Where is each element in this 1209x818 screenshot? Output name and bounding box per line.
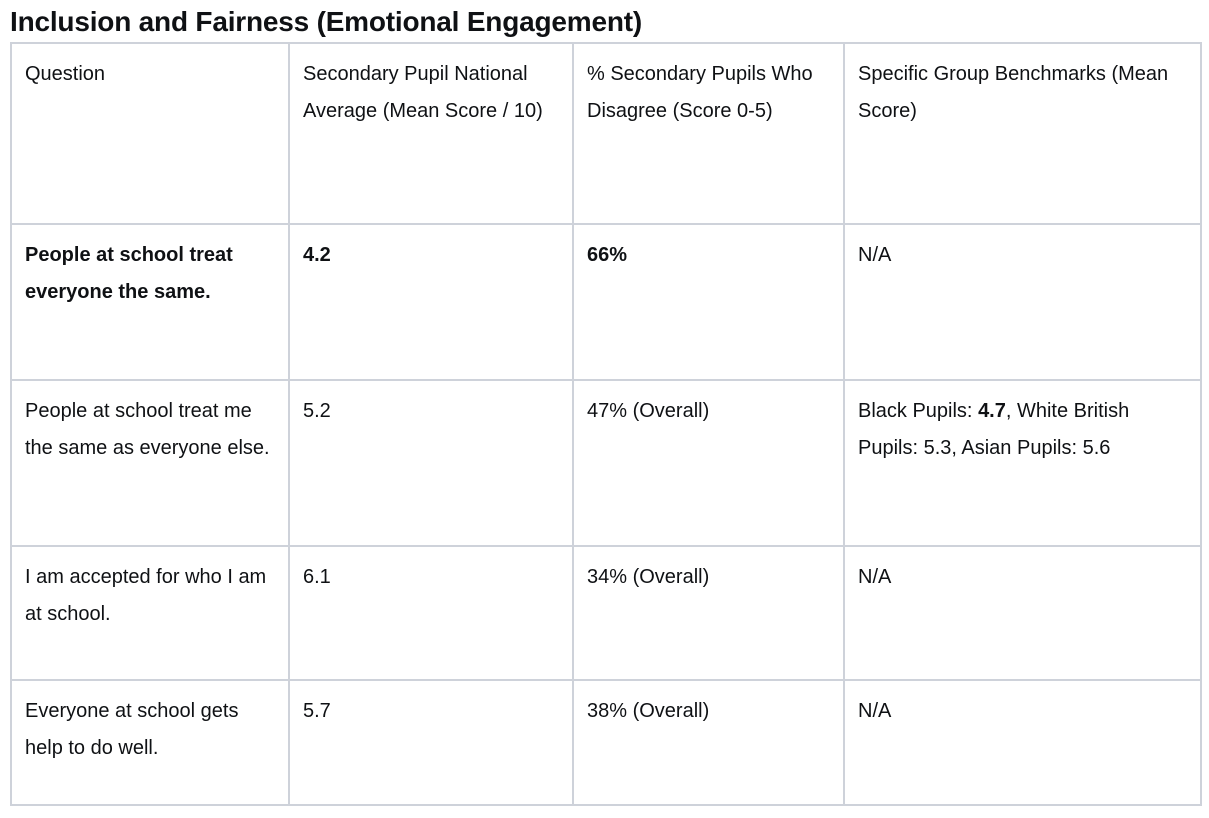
cell-text: 38% (Overall) (587, 700, 710, 722)
table-cell: I am accepted for who I am at school. (10, 545, 290, 681)
cell-text: N/A (858, 244, 892, 266)
table-cell: N/A (843, 679, 1202, 806)
table-row: People at school treat everyone the same… (10, 223, 1202, 381)
table-cell: N/A (843, 223, 1202, 381)
cell-text: I am accepted for who I am at school. (25, 566, 267, 625)
table-cell: 5.7 (288, 679, 574, 806)
table-cell: People at school treat me the same as ev… (10, 379, 290, 547)
cell-text: N/A (858, 700, 892, 722)
table-cell: 4.2 (288, 223, 574, 381)
table-cell: 38% (Overall) (572, 679, 845, 806)
cell-text: Black Pupils: (858, 400, 979, 422)
column-header-average: Secondary Pupil National Average (Mean S… (288, 42, 574, 225)
cell-text-bold: People at school treat everyone the same… (25, 244, 233, 303)
cell-text: 5.2 (303, 400, 331, 422)
cell-text: 5.7 (303, 700, 331, 722)
table-cell: 47% (Overall) (572, 379, 845, 547)
table-row: Everyone at school gets help to do well.… (10, 679, 1202, 806)
table-cell: 6.1 (288, 545, 574, 681)
table-cell: 34% (Overall) (572, 545, 845, 681)
cell-text-bold: 66% (587, 244, 628, 266)
cell-text-bold: 4.2 (303, 244, 331, 266)
cell-text-bold: 4.7 (978, 400, 1006, 422)
header-row: Question Secondary Pupil National Averag… (10, 42, 1202, 225)
table-row: People at school treat me the same as ev… (10, 379, 1202, 547)
table-row: I am accepted for who I am at school. 6.1… (10, 545, 1202, 681)
table-cell: 66% (572, 223, 845, 381)
table-body: People at school treat everyone the same… (10, 223, 1202, 806)
table-cell: 5.2 (288, 379, 574, 547)
table-cell: Everyone at school gets help to do well. (10, 679, 290, 806)
table-cell: N/A (843, 545, 1202, 681)
table-cell: People at school treat everyone the same… (10, 223, 290, 381)
cell-text: 6.1 (303, 566, 331, 588)
cell-text: , White British Pupils: 5.3, Asian Pupil… (858, 400, 1130, 459)
column-header-disagree: % Secondary Pupils Who Disagree (Score 0… (572, 42, 845, 225)
cell-text: Everyone at school gets help to do well. (25, 700, 239, 759)
cell-text: 34% (Overall) (587, 566, 710, 588)
inclusion-fairness-table: Question Secondary Pupil National Averag… (10, 42, 1202, 806)
column-header-question: Question (10, 42, 290, 225)
column-header-benchmarks: Specific Group Benchmarks (Mean Score) (843, 42, 1202, 225)
table-cell: Black Pupils: 4.7, White British Pupils:… (843, 379, 1202, 547)
page-title: Inclusion and Fairness (Emotional Engage… (10, 6, 642, 37)
table-header: Question Secondary Pupil National Averag… (10, 42, 1202, 225)
cell-text: 47% (Overall) (587, 400, 710, 422)
cell-text: People at school treat me the same as ev… (25, 400, 270, 459)
cell-text: N/A (858, 566, 892, 588)
